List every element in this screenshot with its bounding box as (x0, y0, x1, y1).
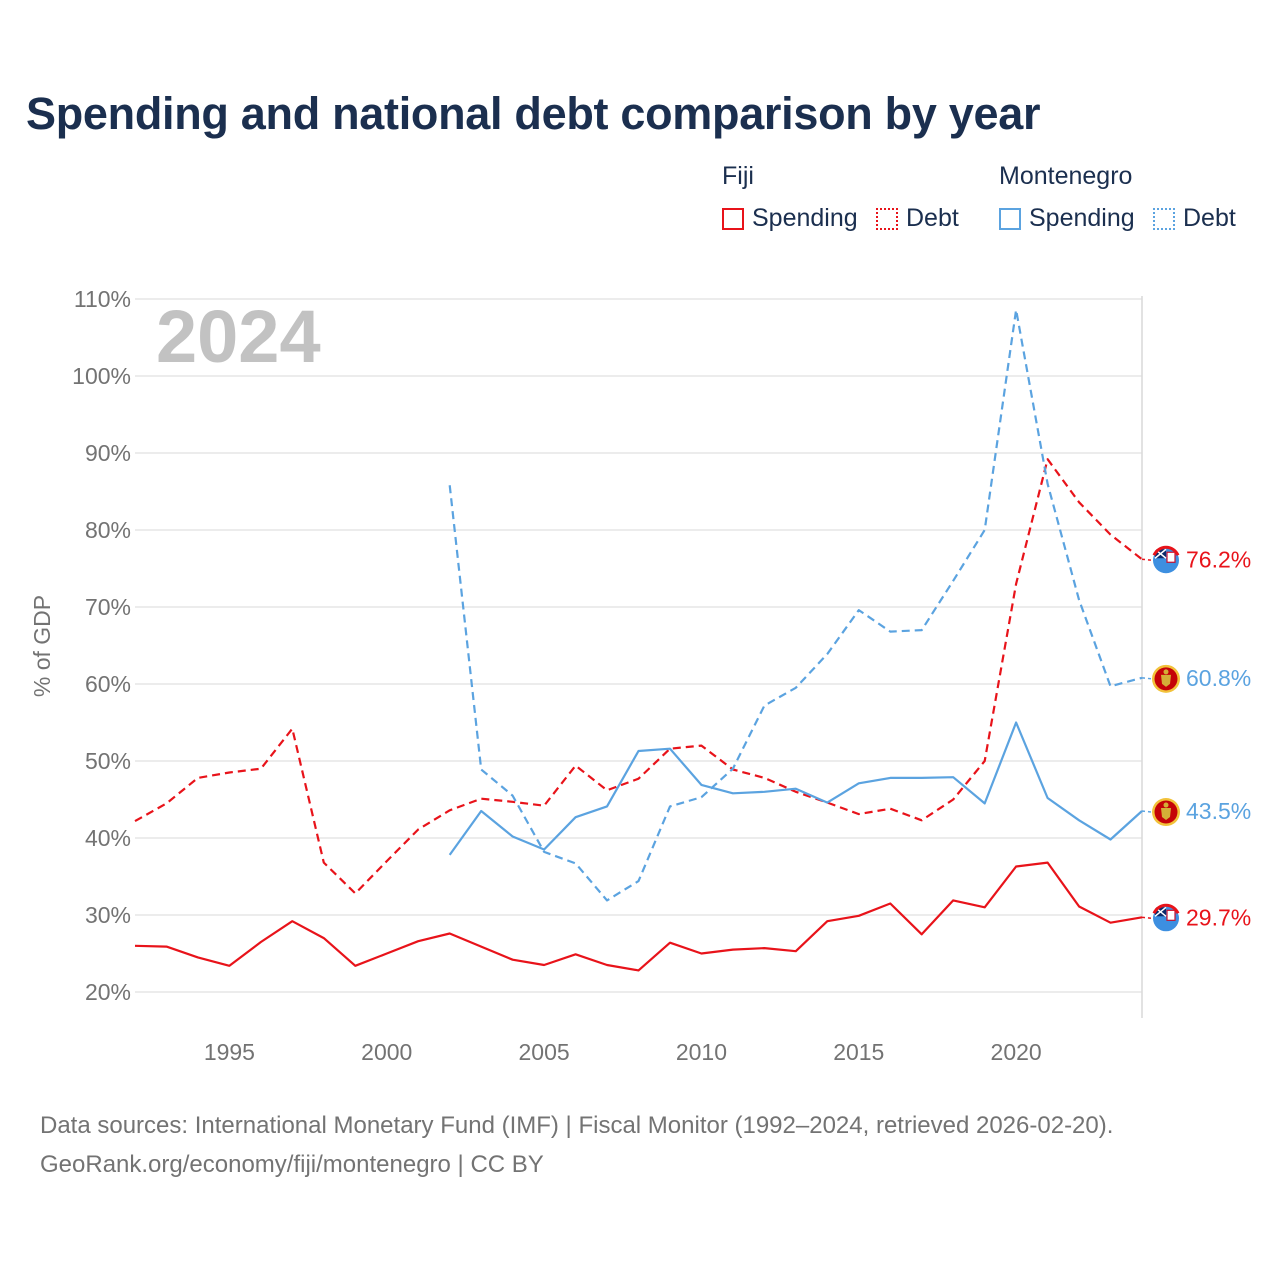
y-tick-label: 20% (85, 979, 131, 1005)
legend-montenegro-spending[interactable]: Spending (999, 204, 1135, 233)
montenegro-spending-leader (1141, 810, 1153, 813)
legend-fiji-spending[interactable]: Spending (722, 204, 858, 233)
legend-label: Spending (1029, 204, 1135, 232)
montenegro-debt-leader (1141, 677, 1153, 680)
y-tick-label: 100% (72, 363, 131, 389)
montenegro-debt-line[interactable] (448, 308, 1143, 902)
fiji-debt-line[interactable] (134, 458, 1143, 895)
legend-group-fiji: Fiji (722, 162, 754, 190)
y-tick-label: 80% (85, 517, 131, 543)
line-chart: 2024 20% 30% 40% 50% 60% 70% 80% 90% 100% 110% 19… (29, 286, 1251, 1065)
source-link[interactable]: GeoRank.org/economy/fiji/montenegro | CC… (40, 1151, 544, 1178)
x-tick-label: 2015 (833, 1039, 884, 1065)
fiji-spending-leader (1141, 916, 1153, 920)
source-line-1: Data sources: International Monetary Fun… (40, 1112, 1114, 1139)
legend-swatch-solid-blue (999, 207, 1021, 230)
y-axis-label: % of GDP (29, 595, 55, 697)
legend-montenegro-debt[interactable]: Debt (1153, 204, 1236, 233)
series-lines (134, 308, 1143, 972)
series-end-markers: 29.7% 76.2% 43.5% 60.8% (1141, 545, 1251, 932)
x-tick-label: 2005 (519, 1039, 570, 1065)
y-tick-label: 50% (85, 748, 131, 774)
flag-eagle (1161, 674, 1171, 687)
flag-crown (1163, 669, 1169, 675)
montenegro-flag-icon (1152, 798, 1180, 827)
x-tick-label: 1995 (204, 1039, 255, 1065)
fiji-debt-end-label: 76.2% (1186, 546, 1251, 572)
legend-group-montenegro: Montenegro (999, 162, 1133, 190)
year-watermark: 2024 (156, 295, 321, 378)
fiji-debt-leader (1141, 558, 1153, 562)
gridlines (135, 296, 1143, 1018)
y-tick-label: 40% (85, 825, 131, 851)
legend-swatch-solid-red (722, 207, 744, 230)
fiji-spending-end-label: 29.7% (1186, 904, 1251, 930)
y-tick-label: 30% (85, 902, 131, 928)
y-tick-label: 60% (85, 671, 131, 697)
y-tick-label: 70% (85, 594, 131, 620)
fiji-flag-icon (1152, 903, 1180, 932)
legend-swatch-dotted-blue (1153, 207, 1175, 230)
flag-shield (1166, 551, 1176, 563)
montenegro-debt-end-label: 60.8% (1186, 665, 1251, 691)
legend-fiji-debt[interactable]: Debt (876, 204, 959, 233)
source-note: Data sources: International Monetary Fun… (40, 1106, 1113, 1184)
fiji-spending-line[interactable] (134, 861, 1143, 972)
legend-label: Debt (906, 204, 959, 232)
x-axis-ticks: 1995 2000 2005 2010 2015 2020 (204, 1039, 1042, 1065)
montenegro-spending-end-label: 43.5% (1186, 798, 1251, 824)
flag-crown (1163, 802, 1169, 808)
montenegro-flag-icon (1152, 664, 1180, 693)
legend-swatch-dotted-red (876, 207, 898, 230)
legend-label: Debt (1183, 204, 1236, 232)
x-tick-label: 2000 (361, 1039, 412, 1065)
y-tick-label: 90% (85, 440, 131, 466)
montenegro-spending-line[interactable] (448, 721, 1143, 856)
x-tick-label: 2010 (676, 1039, 727, 1065)
y-tick-label: 110% (74, 286, 131, 312)
legend-label: Spending (752, 204, 858, 232)
y-axis-ticks: 20% 30% 40% 50% 60% 70% 80% 90% 100% 110% (72, 286, 131, 1005)
chart-title: Spending and national debt comparison by… (26, 88, 1041, 139)
flag-eagle (1161, 808, 1171, 821)
flag-shield (1166, 909, 1176, 921)
flag-rim (1152, 903, 1180, 915)
flag-rim (1152, 545, 1180, 556)
fiji-flag-icon (1152, 545, 1180, 574)
x-tick-label: 2020 (991, 1039, 1042, 1065)
